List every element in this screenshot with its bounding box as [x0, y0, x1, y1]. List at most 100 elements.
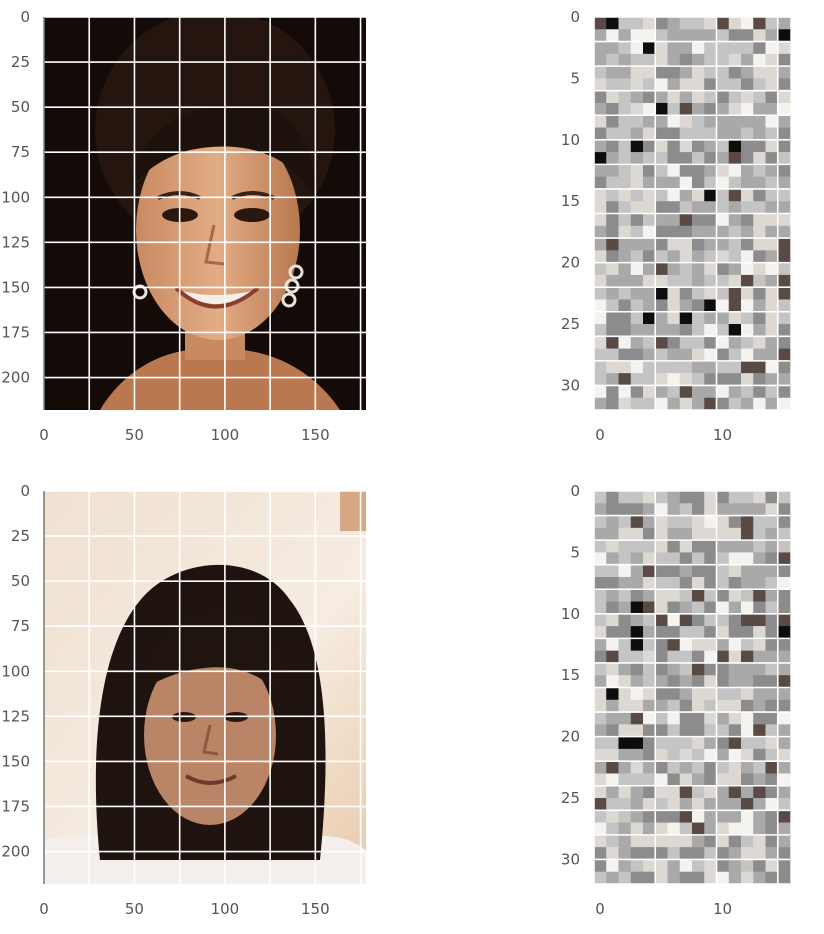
matrix-cell — [753, 748, 766, 762]
matrix-cell — [765, 662, 779, 676]
matrix-cell — [716, 724, 730, 737]
matrix-cell — [716, 662, 730, 676]
matrix-cell — [667, 822, 681, 836]
matrix-cell — [704, 847, 717, 860]
matrix-cell — [643, 527, 656, 541]
matrix-cell — [716, 564, 730, 578]
matrix-cell — [741, 299, 754, 313]
matrix-cell — [753, 503, 766, 516]
matrix-cell — [630, 311, 644, 325]
matrix-cell — [741, 601, 754, 615]
matrix-cell — [777, 188, 791, 202]
matrix-cell — [679, 90, 693, 104]
matrix-cell — [753, 613, 766, 627]
matrix-cell — [704, 311, 717, 325]
matrix-cell — [618, 687, 632, 701]
matrix-cell — [606, 90, 619, 104]
matrix-cell — [716, 176, 730, 190]
matrix-cell — [704, 201, 717, 214]
matrix-cell — [606, 115, 619, 128]
matrix-cell — [728, 29, 742, 42]
matrix-cell — [655, 176, 668, 190]
matrix-cell — [606, 748, 619, 762]
x-tick-label: 10 — [713, 900, 732, 918]
matrix-cell — [741, 613, 754, 627]
grid-lines-top-matrix — [593, 16, 790, 411]
matrix-cell — [753, 576, 766, 590]
matrix-cell — [741, 201, 754, 214]
matrix-cell — [606, 785, 619, 799]
matrix-cell — [753, 736, 766, 750]
matrix-cell — [594, 336, 607, 349]
matrix-cell — [777, 201, 791, 214]
matrix-cell — [643, 601, 656, 615]
matrix-cell — [606, 576, 619, 590]
matrix-cell — [655, 164, 668, 177]
matrix-cell — [667, 53, 681, 67]
matrix-cell — [655, 736, 668, 750]
matrix-cell — [643, 311, 656, 325]
matrix-cell — [630, 164, 644, 177]
matrix-cell — [643, 515, 656, 529]
matrix-cell — [667, 540, 681, 553]
matrix-cell — [594, 638, 607, 651]
matrix-cell — [753, 724, 766, 737]
matrix-cell — [594, 527, 607, 541]
matrix-cell — [716, 348, 730, 362]
matrix-cell — [667, 41, 681, 55]
matrix-cell — [704, 115, 717, 128]
matrix-cell — [606, 699, 619, 713]
matrix-cell — [753, 798, 766, 811]
matrix-cell — [655, 748, 668, 762]
matrix-cell — [606, 822, 619, 836]
photo-panel-bottom: 0 25 50 75 100 125 150 175 200 0 50 100 150 — [1, 482, 366, 918]
matrix-cell — [728, 847, 742, 860]
matrix-cell — [728, 41, 742, 55]
matrix-cell — [594, 90, 607, 104]
matrix-cell — [679, 638, 693, 651]
matrix-cell — [618, 311, 632, 325]
matrix-cell — [630, 66, 644, 79]
matrix-cell — [606, 626, 619, 639]
matrix-cell — [716, 164, 730, 177]
matrix-cell — [630, 675, 644, 688]
matrix-cell — [728, 773, 742, 787]
matrix-cell — [777, 687, 791, 701]
matrix-cell — [741, 152, 754, 165]
matrix-cell — [741, 687, 754, 701]
matrix-cell — [630, 748, 644, 762]
matrix-cell — [716, 871, 730, 885]
matrix-cell — [704, 188, 717, 202]
x-tick-labels-top-matrix: 0 10 — [595, 426, 732, 444]
matrix-cell — [630, 41, 644, 55]
matrix-cell — [643, 785, 656, 799]
matrix-cell — [692, 859, 705, 873]
matrix-cell — [704, 871, 717, 885]
matrix-cell — [643, 552, 656, 565]
grid-lines-bottom-matrix — [593, 490, 790, 885]
matrix-cell — [716, 274, 730, 288]
matrix-cell — [618, 299, 632, 313]
matrix-cell — [753, 397, 766, 411]
matrix-cell — [643, 102, 656, 116]
matrix-cell — [630, 662, 644, 676]
matrix-cell — [741, 164, 754, 177]
matrix-cell — [753, 552, 766, 565]
matrix-cell — [679, 724, 693, 737]
matrix-cell — [655, 41, 668, 55]
matrix-cell — [741, 761, 754, 774]
matrix-cell — [716, 601, 730, 615]
matrix-cell — [777, 515, 791, 529]
matrix-cell — [679, 712, 693, 725]
matrix-cell — [679, 139, 693, 153]
matrix-cell — [630, 324, 644, 337]
matrix-cell — [728, 127, 742, 141]
matrix-cell — [765, 724, 779, 737]
matrix-cell — [655, 373, 668, 386]
matrix-cell — [728, 238, 742, 251]
matrix-cell — [606, 373, 619, 386]
matrix-cell — [643, 66, 656, 79]
matrix-cell — [692, 798, 705, 811]
matrix-cell — [741, 17, 754, 30]
matrix-cell — [618, 773, 632, 787]
